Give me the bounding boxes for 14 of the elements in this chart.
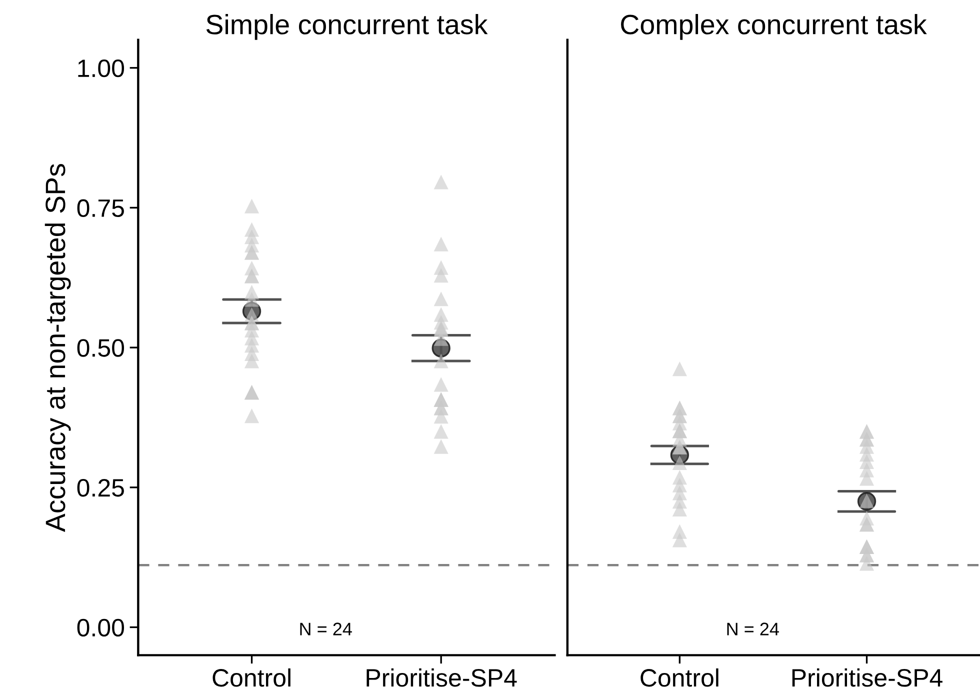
y-axis-title: Accuracy at non-targeted SPs bbox=[44, 164, 71, 532]
x-tick-label: Prioritise-SP4 bbox=[366, 668, 517, 687]
x-tick-label: Control bbox=[640, 668, 718, 687]
x-tick-label: Prioritise-SP4 bbox=[792, 668, 942, 687]
chart-title: Simple concurrent task bbox=[206, 14, 488, 40]
x-tick-label: Control bbox=[212, 668, 290, 687]
y-tick-label: 0.75 bbox=[77, 199, 124, 218]
y-tick-label: 0.00 bbox=[77, 618, 124, 637]
y-tick-label: 0.50 bbox=[77, 339, 124, 357]
annotation: N = 24 bbox=[300, 622, 352, 636]
y-tick-label: 1.00 bbox=[78, 59, 124, 78]
chart-title: Complex concurrent task bbox=[621, 14, 927, 40]
y-tick-label: 0.25 bbox=[77, 478, 124, 497]
annotation: N = 24 bbox=[727, 622, 779, 636]
